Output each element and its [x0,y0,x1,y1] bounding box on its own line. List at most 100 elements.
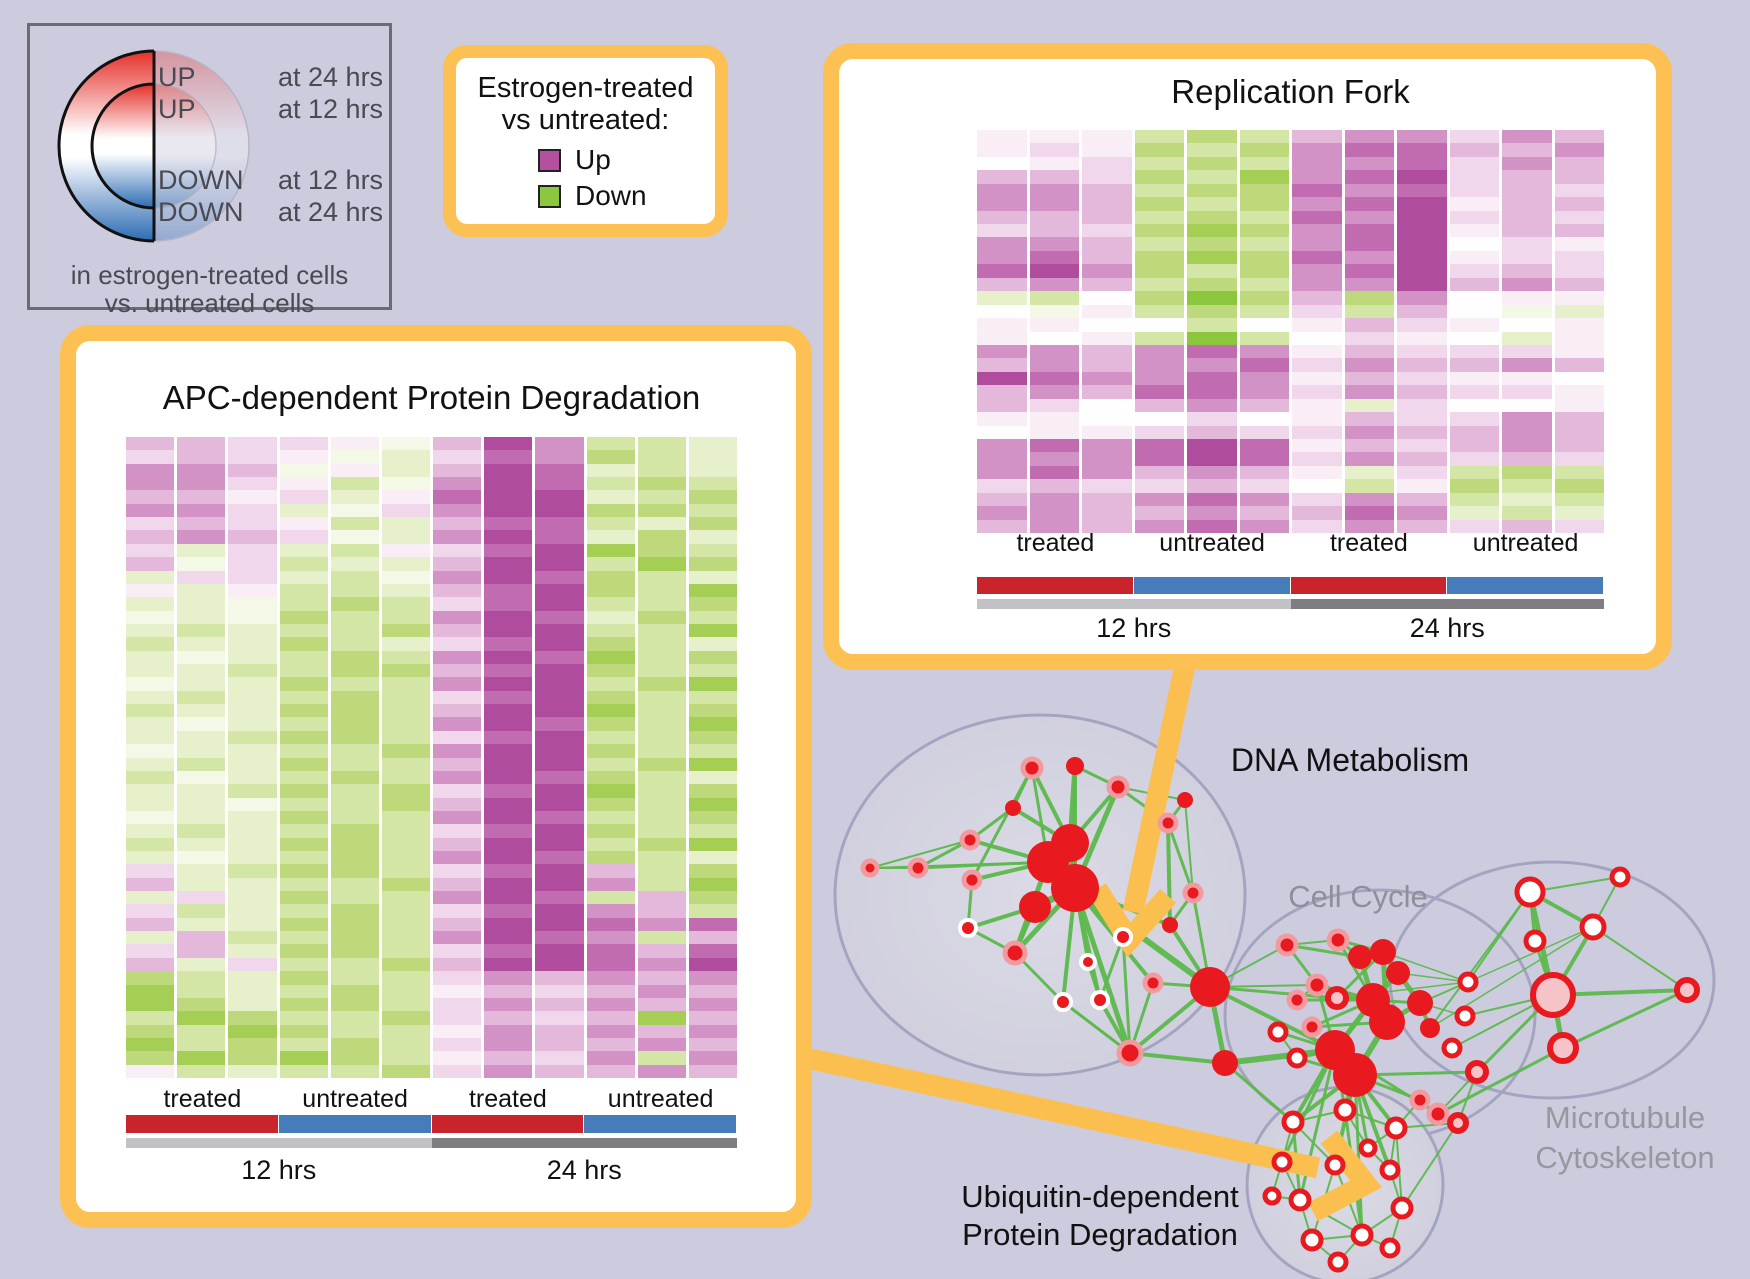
heatmap-cell [228,637,277,651]
heatmap-cell [688,543,737,558]
heatmap-cell [1187,492,1237,507]
heatmap-cell [1554,210,1604,225]
heatmap-cell [1554,331,1604,345]
network-node [1162,917,1178,933]
microtubule-cytoskeleton-label: Microtubule Cytoskeleton [1490,1098,1750,1178]
heatmap-cell [228,904,277,918]
heatmap-cell [126,450,175,464]
heatmap-cell [1502,304,1552,319]
heatmap-cell [433,650,482,665]
heatmap-cell [177,824,226,838]
heatmap-cell [279,637,328,651]
heatmap-cell [1029,412,1079,426]
repfork-heatmap-panel: Replication Fork treated untreated treated… [823,43,1672,670]
heatmap-cell [688,677,737,691]
heatmap-cell [279,650,328,665]
heatmap-cell [484,810,533,825]
heatmap-cell [1554,143,1604,157]
network-node [1019,891,1051,923]
heatmap-cell [1239,291,1289,305]
heatmap-cell [1134,318,1184,332]
heatmap-cell [381,437,430,451]
legend-footer-line1: in estrogen-treated cells [70,260,349,290]
heatmap-cell [381,463,430,478]
heatmap-cell [177,704,226,718]
condition-group-label: untreated [302,1085,408,1113]
heatmap-cell [688,490,737,504]
heatmap-cell [1397,210,1447,225]
heatmap-cell [1449,412,1499,426]
heatmap-cell [1082,358,1132,372]
heatmap-cell [433,677,482,691]
heatmap-cell [1082,425,1132,439]
network-node [1106,775,1130,799]
heatmap-cell [1029,237,1079,251]
heatmap-cell [1239,304,1289,319]
heatmap-cell [330,717,379,731]
heatmap-cell [484,690,533,705]
heatmap-cell [126,704,175,718]
untreated-bar [1133,577,1291,594]
heatmap-cell [177,770,226,785]
heatmap-cell [1082,291,1132,305]
heatmap-cell [977,210,1027,225]
heatmap-cell [381,917,430,932]
heatmap-cell [1292,398,1342,413]
network-edge [1467,926,1594,983]
heatmap-cell [126,810,175,825]
heatmap-cell [1187,130,1237,144]
network-edge [1353,1074,1364,1236]
apc-heatmap [126,437,737,1078]
heatmap-cell [433,1011,482,1025]
heatmap-cell [330,503,379,518]
heatmap-cell [1134,358,1184,372]
heatmap-cell [586,864,635,878]
heatmap-cell [1344,224,1394,238]
heatmap-cell [637,730,686,745]
heatmap-cell [381,583,430,598]
heatmap-cell [228,543,277,558]
heatmap-cell [1449,438,1499,453]
heatmap-cell [177,450,226,464]
heatmap-cell [637,957,686,972]
heatmap-cell [586,837,635,851]
heatmap-cell [1344,479,1394,493]
heatmap-cell [279,490,328,504]
heatmap-cell [1134,412,1184,426]
network-edge [1280,1049,1337,1163]
heatmap-cell [688,664,737,678]
heatmap-cell [279,997,328,1012]
heatmap-cell [330,904,379,918]
heatmap-cell [586,717,635,731]
heatmap-cell [177,864,226,878]
heatmap-cell [484,717,533,731]
heatmap-cell [1502,371,1552,386]
heatmap-cell [1449,344,1499,359]
heatmap-cell [177,944,226,958]
heatmap-cell [637,543,686,558]
heatmap-cell [1239,210,1289,225]
heatmap-cell [177,837,226,851]
heatmap-cell [637,1037,686,1052]
heatmap-cell [279,610,328,624]
heatmap-cell [484,1011,533,1025]
heatmap-cell [1082,438,1132,453]
heatmap-cell [228,931,277,945]
heatmap-cell [1029,331,1079,345]
heatmap-cell [279,971,328,985]
heatmap-cell [688,557,737,571]
heatmap-cell [1029,210,1079,225]
heatmap-cell [1187,344,1237,359]
heatmap-cell [381,837,430,851]
heatmap-cell [126,864,175,878]
heatmap-cell [1082,371,1132,386]
heatmap-cell [381,810,430,825]
heatmap-cell [228,463,277,478]
heatmap-cell [484,543,533,558]
network-edge [1166,822,1195,894]
heatmap-cell [1397,465,1447,480]
heatmap-cell [1554,519,1604,533]
heatmap-cell [1239,452,1289,466]
heatmap-cell [1344,344,1394,359]
up-color-swatch-icon [538,148,561,172]
